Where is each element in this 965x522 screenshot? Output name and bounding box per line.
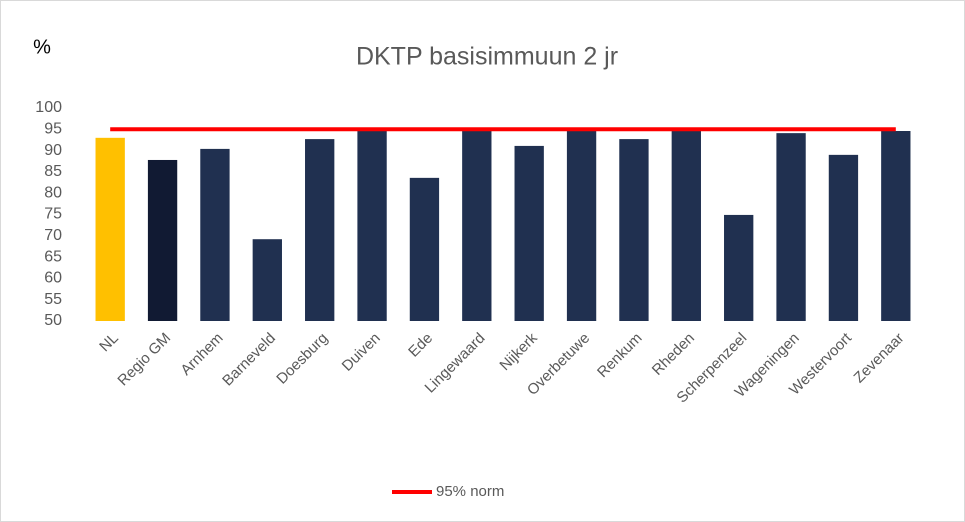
bar: [409, 177, 440, 321]
y-tick-label: 50: [44, 312, 62, 329]
bar: [881, 131, 911, 321]
bar: [95, 137, 125, 321]
y-tick-label: 75: [44, 206, 62, 223]
bar: [566, 131, 597, 321]
bar: [724, 214, 754, 321]
bar: [252, 239, 282, 321]
bar: [462, 129, 492, 321]
chart-title: DKTP basisimmuun 2 jr: [356, 43, 618, 71]
legend-label: 95% norm: [436, 483, 504, 500]
y-tick-label: 100: [35, 99, 62, 116]
bar: [828, 154, 859, 321]
bar: [619, 139, 649, 321]
y-axis-label: %: [33, 36, 51, 58]
y-tick-label: 70: [44, 227, 62, 244]
y-tick-label: 55: [44, 291, 62, 308]
bar: [200, 148, 230, 321]
bar: [514, 145, 544, 321]
y-tick-label: 90: [44, 142, 62, 159]
bar: [776, 133, 806, 321]
bar: [147, 159, 178, 321]
y-tick-label: 85: [44, 163, 62, 180]
y-tick-label: 95: [44, 121, 62, 138]
y-tick-label: 60: [44, 270, 62, 287]
y-tick-label: 65: [44, 248, 62, 265]
bar: [671, 128, 701, 321]
bar: [305, 139, 335, 321]
bar: [357, 129, 387, 321]
y-tick-label: 80: [44, 184, 62, 201]
